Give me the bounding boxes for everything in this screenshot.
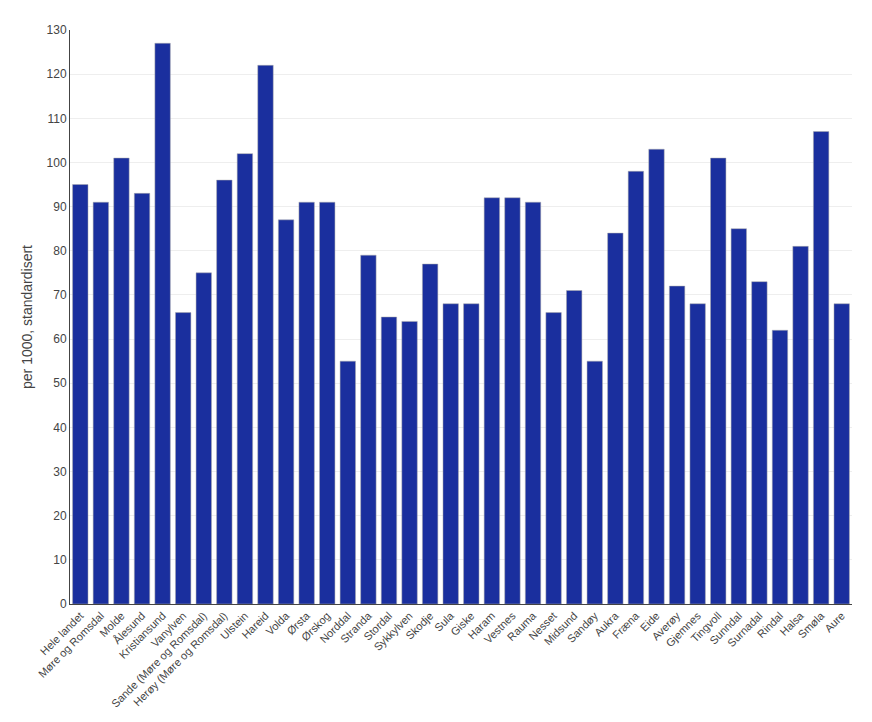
svg-text:Volda: Volda (263, 609, 292, 638)
svg-text:Hele landet: Hele landet (38, 610, 86, 658)
svg-text:Kristiansund: Kristiansund (117, 610, 168, 661)
svg-text:Sandøy: Sandøy (565, 609, 601, 645)
svg-text:40: 40 (53, 421, 67, 435)
svg-text:Fræna: Fræna (610, 609, 642, 641)
svg-text:Ørsta: Ørsta (284, 609, 312, 637)
svg-text:Sula: Sula (432, 609, 457, 634)
svg-text:Giske: Giske (448, 610, 476, 638)
svg-text:Ulstein: Ulstein (218, 610, 250, 642)
svg-text:Eide: Eide (638, 610, 662, 634)
svg-text:per 1000, standardisert: per 1000, standardisert (19, 245, 35, 389)
svg-text:70: 70 (53, 288, 67, 302)
svg-text:Haram: Haram (465, 610, 497, 642)
svg-text:Halsa: Halsa (777, 609, 806, 638)
svg-text:110: 110 (47, 112, 66, 126)
svg-text:Hareid: Hareid (239, 610, 270, 641)
svg-text:90: 90 (53, 200, 67, 214)
svg-text:Aure: Aure (822, 610, 847, 635)
svg-text:Norddal: Norddal (317, 610, 353, 646)
svg-text:Vanylven: Vanylven (149, 610, 189, 650)
svg-text:Gjemnes: Gjemnes (663, 609, 703, 649)
svg-text:Midsund: Midsund (542, 610, 580, 648)
svg-text:80: 80 (53, 244, 67, 258)
svg-text:Sunndal: Sunndal (707, 610, 744, 647)
svg-text:Sande (Møre og Romsdal): Sande (Møre og Romsdal) (109, 610, 209, 710)
svg-text:Aukra: Aukra (592, 609, 621, 638)
svg-text:Nesset: Nesset (526, 610, 559, 643)
svg-text:Ålesund: Ålesund (111, 610, 148, 647)
svg-text:Molde: Molde (97, 610, 127, 640)
svg-text:Surnadal: Surnadal (725, 610, 765, 650)
svg-text:20: 20 (53, 509, 67, 523)
svg-text:60: 60 (53, 332, 67, 346)
svg-text:Herøy (Møre og Romsdal): Herøy (Møre og Romsdal) (131, 610, 230, 709)
svg-text:Smøla: Smøla (795, 609, 827, 641)
svg-text:Rindal: Rindal (755, 610, 786, 641)
svg-text:130: 130 (47, 23, 67, 37)
svg-text:Rauma: Rauma (505, 609, 539, 643)
svg-text:50: 50 (53, 376, 67, 390)
svg-text:Møre og Romsdal: Møre og Romsdal (36, 610, 106, 680)
svg-text:Stordal: Stordal (361, 610, 394, 643)
svg-text:0: 0 (60, 597, 67, 611)
svg-text:Skodje: Skodje (403, 610, 435, 642)
svg-text:Stranda: Stranda (338, 609, 374, 645)
svg-text:Vestnes: Vestnes (482, 609, 519, 646)
svg-text:120: 120 (47, 67, 67, 81)
svg-text:Ørskog: Ørskog (299, 610, 333, 644)
svg-text:Tingvoll: Tingvoll (689, 610, 724, 645)
svg-text:Sykkylven: Sykkylven (371, 610, 415, 654)
svg-text:100: 100 (47, 156, 67, 170)
svg-text:Averøy: Averøy (649, 609, 682, 642)
svg-text:30: 30 (53, 465, 67, 479)
svg-text:10: 10 (53, 553, 67, 567)
